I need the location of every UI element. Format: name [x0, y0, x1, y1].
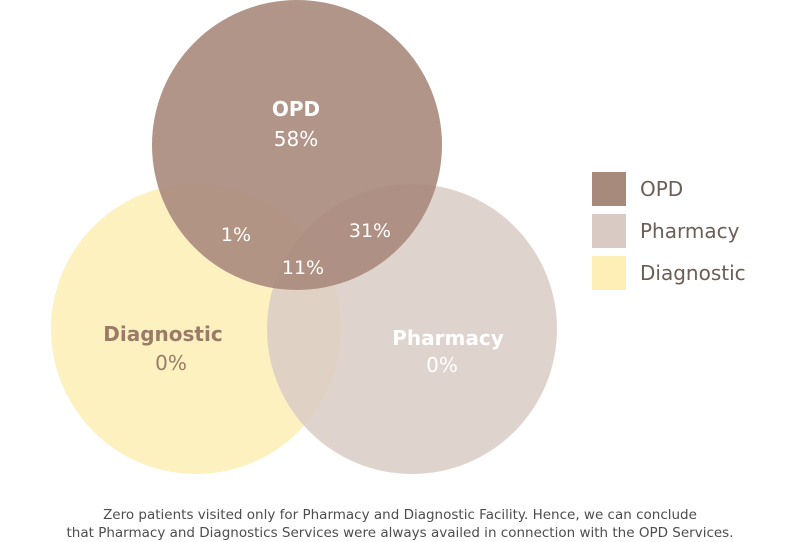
opd-pharmacy-overlap-value: 31% [349, 220, 391, 242]
footnote-line-1: Zero patients visited only for Pharmacy … [103, 507, 697, 523]
diagnostic-label: Diagnostic [103, 322, 222, 346]
footnote-line-2: that Pharmacy and Diagnostics Services w… [66, 525, 734, 541]
opd-diagnostic-overlap-value: 1% [221, 224, 251, 246]
legend-label-pharmacy: Pharmacy [640, 219, 740, 243]
pharmacy-label: Pharmacy [392, 326, 503, 350]
opd-value: 58% [274, 127, 318, 151]
opd-circle [152, 0, 442, 290]
diagnostic-value: 0% [155, 351, 187, 375]
legend-label-diagnostic: Diagnostic [640, 261, 746, 285]
legend-item-diagnostic: Diagnostic [592, 256, 746, 290]
legend: OPD Pharmacy Diagnostic [592, 172, 746, 298]
opd-label: OPD [272, 97, 320, 121]
legend-swatch-opd [592, 172, 626, 206]
legend-swatch-diagnostic [592, 256, 626, 290]
footnote: Zero patients visited only for Pharmacy … [0, 506, 800, 542]
legend-item-opd: OPD [592, 172, 746, 206]
legend-item-pharmacy: Pharmacy [592, 214, 746, 248]
venn-diagram: OPD 58% Diagnostic 0% Pharmacy 0% 1% 31%… [51, 0, 557, 474]
legend-label-opd: OPD [640, 177, 684, 201]
pharmacy-value: 0% [426, 353, 458, 377]
all-three-overlap-value: 11% [282, 257, 324, 279]
legend-swatch-pharmacy [592, 214, 626, 248]
